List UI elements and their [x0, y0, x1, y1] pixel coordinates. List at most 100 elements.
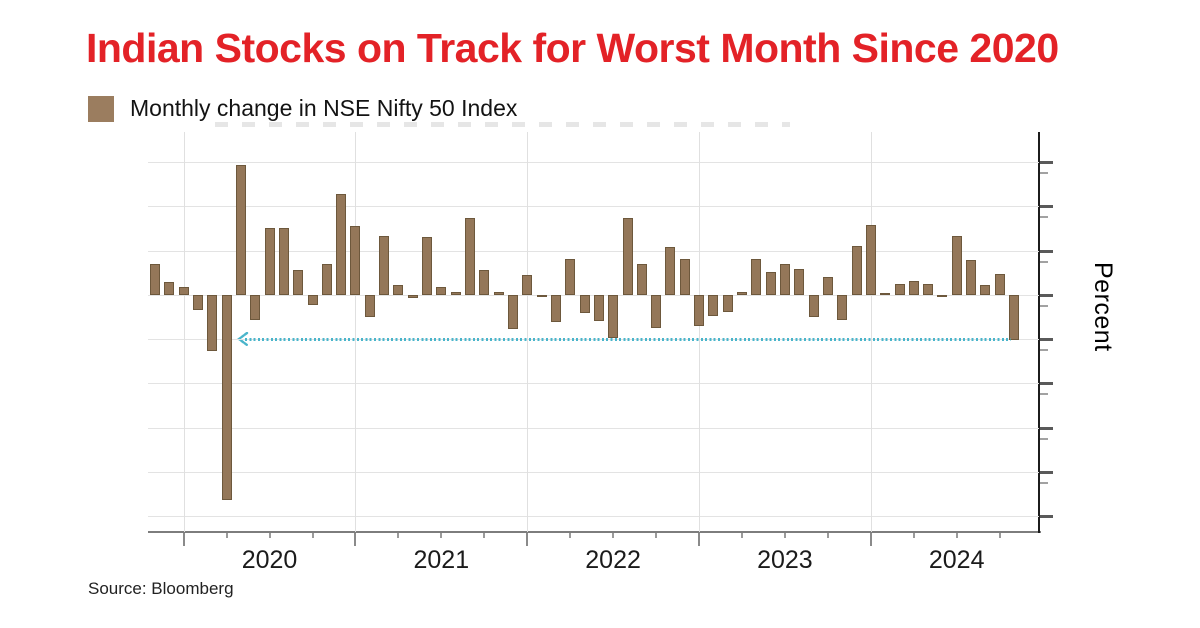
bar	[1009, 294, 1019, 340]
y-axis-tick-minor	[1040, 481, 1048, 484]
gridline-vertical	[355, 132, 357, 532]
x-axis-tick-quarter	[955, 533, 958, 538]
x-axis-year-label: 2024	[928, 546, 985, 574]
x-axis-tick-year	[526, 533, 529, 546]
bar	[665, 247, 676, 295]
bar	[235, 164, 246, 295]
y-axis-tick-major	[1040, 293, 1053, 297]
bar	[164, 281, 175, 295]
y-axis-tick-major	[1040, 426, 1053, 430]
bar	[865, 224, 876, 295]
x-axis-tick-quarter	[612, 533, 615, 538]
x-axis-tick-quarter	[912, 533, 915, 538]
bar	[507, 294, 518, 330]
x-axis-year-label: 2023	[757, 546, 813, 574]
bar	[321, 263, 332, 295]
bar	[994, 274, 1005, 295]
bar	[193, 294, 203, 310]
gridline-horizontal	[148, 162, 1039, 163]
bar	[894, 284, 905, 295]
x-axis-tick-quarter	[483, 533, 486, 538]
bar	[694, 294, 704, 326]
y-axis-tick-major	[1040, 205, 1053, 209]
bar	[393, 285, 404, 295]
y-axis-tick-major	[1040, 470, 1053, 474]
x-axis-tick-quarter	[311, 533, 314, 538]
x-axis-year-label: 2021	[413, 546, 470, 574]
bar	[722, 294, 733, 313]
bar	[980, 285, 991, 295]
x-axis-tick-quarter	[783, 533, 786, 538]
bar	[264, 228, 275, 295]
gridline-horizontal	[148, 206, 1039, 208]
gridline-horizontal	[148, 294, 1039, 296]
y-axis-title: Percent	[1089, 262, 1117, 352]
gridline-horizontal	[148, 250, 1039, 252]
bar	[207, 294, 218, 352]
cropped-text-artifact	[215, 122, 790, 127]
bar	[250, 294, 261, 320]
x-axis-tick-quarter	[440, 533, 443, 538]
gridline-vertical	[870, 132, 872, 532]
bar	[779, 263, 790, 295]
bar	[278, 228, 289, 295]
bar	[808, 294, 819, 317]
legend-swatch-icon	[88, 95, 114, 122]
bar	[937, 294, 948, 298]
bar	[622, 217, 633, 295]
bar	[579, 294, 590, 314]
y-axis-tick-minor	[1040, 349, 1048, 352]
y-axis-tick-minor	[1040, 304, 1048, 307]
x-axis-spine	[148, 531, 1041, 533]
bar	[651, 294, 662, 328]
bar	[364, 294, 375, 317]
bar	[465, 217, 475, 295]
x-axis-tick-year	[182, 533, 185, 546]
bar	[450, 292, 461, 295]
y-axis-tick-minor	[1040, 172, 1048, 175]
bar	[350, 225, 361, 295]
y-axis-tick-major	[1040, 515, 1053, 519]
gridline-horizontal	[148, 471, 1039, 473]
bar	[379, 236, 390, 295]
bar	[608, 294, 619, 339]
bar	[536, 294, 547, 297]
bar	[880, 292, 891, 295]
x-axis-tick-year	[698, 533, 700, 546]
bar	[336, 193, 347, 295]
plot-area	[148, 132, 1053, 546]
bar	[221, 294, 232, 501]
x-axis-year-label: 2022	[585, 546, 641, 574]
y-axis-spine	[1038, 132, 1040, 533]
y-axis-tick-major	[1040, 161, 1053, 164]
bar	[837, 294, 848, 320]
bar	[851, 246, 862, 295]
x-axis-tick-quarter	[826, 533, 829, 538]
y-axis-tick-major	[1040, 249, 1053, 253]
gridline-horizontal	[148, 383, 1039, 385]
source-label: Source: Bloomberg	[88, 579, 234, 598]
x-axis-tick-quarter	[741, 533, 743, 538]
x-axis-year-label: 2020	[241, 546, 298, 574]
bar	[951, 236, 962, 295]
y-axis-tick-minor	[1040, 216, 1048, 219]
bar	[479, 270, 490, 295]
bar	[550, 294, 561, 323]
bar	[966, 260, 977, 295]
bar	[908, 280, 919, 295]
bar	[765, 271, 776, 295]
x-axis-tick-quarter	[225, 533, 228, 538]
gridline-vertical	[527, 132, 529, 532]
x-axis-tick-year	[869, 533, 872, 546]
x-axis-tick-quarter	[569, 533, 572, 538]
bar	[565, 259, 576, 295]
annotation-arrow-line	[245, 337, 1011, 341]
x-axis-tick-year	[354, 533, 357, 546]
x-axis-tick-quarter	[998, 533, 1001, 538]
page-title: Indian Stocks on Track for Worst Month S…	[86, 25, 1059, 71]
legend: Monthly change in NSE Nifty 50 Index	[88, 95, 517, 122]
bar	[436, 286, 447, 295]
gridline-horizontal	[148, 427, 1039, 429]
y-axis-tick-minor	[1040, 393, 1048, 396]
